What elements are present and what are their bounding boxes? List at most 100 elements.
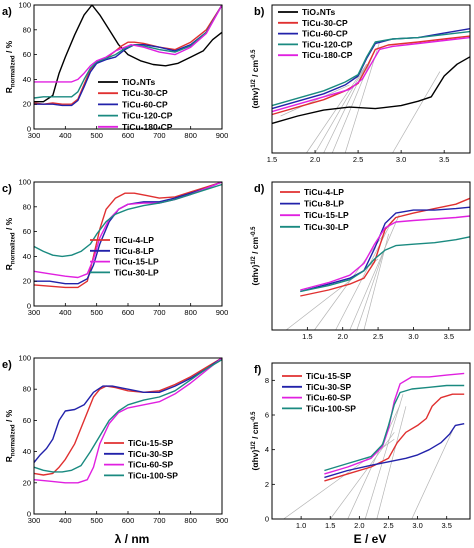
legend-entry: TiCu-120-CP [302, 39, 353, 49]
x-tick-label: 2.0 [310, 155, 320, 164]
legend-entry: TiCu-30-CP [122, 88, 168, 98]
y-tick-label: 6 [265, 411, 269, 420]
y-tick-label: 40 [23, 252, 31, 261]
series-line [271, 56, 471, 125]
y-tick-label: 0 [27, 125, 31, 134]
y-tick-label: 0 [27, 302, 31, 311]
x-tick-label: 900 [216, 131, 229, 140]
x-tick-label: 600 [122, 308, 135, 317]
y-tick-label: 80 [23, 25, 31, 34]
series-line [33, 357, 223, 484]
legend-entry: TiCu-60-SP [306, 393, 352, 403]
x-axis-label-left: λ / nm [115, 532, 150, 546]
series-line [324, 384, 465, 472]
x-tick-label: 300 [28, 131, 41, 140]
series-line [33, 181, 223, 289]
y-tick-label: 60 [23, 50, 31, 59]
legend-entry: TiCu-15-LP [114, 257, 159, 267]
panel-label: c) [2, 183, 12, 195]
legend-entry: TiCu-30-LP [114, 267, 159, 277]
x-tick-label: 700 [153, 308, 166, 317]
x-tick-label: 500 [90, 131, 103, 140]
legend-entry: TiCu-8-LP [304, 199, 344, 209]
panel-d: 1.5 2.0 2.5 3.0 3.5 d) (αhv)1/2 / cm-0.5 TiCu-4… [250, 181, 471, 341]
series-line [324, 393, 465, 482]
y-axis-label: (αhv)1/2 / cm-0.5 [250, 49, 260, 109]
y-tick-label: 0 [27, 510, 31, 519]
x-tick-label: 500 [90, 516, 103, 525]
legend-entry: TiCu-30-LP [304, 222, 349, 232]
series-line [324, 372, 465, 475]
legend-entry: TiCu-15-LP [304, 210, 349, 220]
y-tick-label: 20 [23, 277, 31, 286]
x-tick-label: 800 [184, 131, 197, 140]
panel-label: f) [254, 364, 262, 376]
series-line [34, 4, 223, 107]
x-tick-label: 1.5 [267, 155, 277, 164]
y-tick-label: 100 [18, 178, 31, 187]
x-tick-label: 1.0 [296, 521, 306, 530]
x-tick-label: 400 [59, 131, 72, 140]
legend-entry: TiCu-30-SP [306, 382, 352, 392]
y-tick-label: 4 [265, 445, 269, 454]
series-line [300, 236, 471, 293]
x-tick-label: 2.5 [383, 521, 393, 530]
fit-line [323, 64, 368, 154]
legend-entry: TiO₂NTs [302, 7, 335, 17]
x-tick-label: 3.0 [396, 155, 406, 164]
y-axis-label: (αhv)1/2 / cm-0.5 [250, 226, 260, 286]
fit-line [314, 232, 386, 331]
x-tick-label: 600 [122, 131, 135, 140]
legend-entry: TiCu-180-CP [122, 122, 173, 132]
x-tick-label: 800 [184, 516, 197, 525]
y-tick-label: 40 [23, 447, 31, 456]
x-tick-label: 2.5 [373, 332, 383, 341]
fit-line [335, 220, 393, 331]
fit-line [356, 247, 386, 331]
legend-entry: TiCu-4-LP [304, 187, 344, 197]
legend-entry: TiCu-180-CP [302, 50, 353, 60]
y-tick-label: 2 [265, 480, 269, 489]
series-line [33, 183, 223, 258]
panel-label: b) [254, 6, 265, 18]
y-tick-label: 80 [23, 202, 31, 211]
legend-entry: TiCu-60-SP [128, 460, 174, 470]
y-tick-label: 80 [23, 385, 31, 394]
panel-label: e) [2, 359, 12, 371]
panel-b: 1.5 2.0 2.5 3.0 3.5 b) (αhv)1/2 / cm-0.5 TiO₂NT… [250, 4, 471, 164]
y-tick-label: 0 [265, 515, 269, 524]
fit-line [376, 406, 407, 520]
legend-entry: TiCu-8-LP [114, 246, 154, 256]
y-tick-label: 8 [265, 376, 269, 385]
panel-label: a) [2, 6, 12, 18]
series-line [34, 4, 223, 103]
legend-entry: TiCu-30-SP [128, 449, 174, 459]
y-tick-label: 60 [23, 227, 31, 236]
x-tick-label: 700 [153, 131, 166, 140]
y-tick-label: 60 [23, 416, 31, 425]
legend-entry: TiCu-4-LP [114, 235, 154, 245]
x-tick-label: 900 [216, 516, 229, 525]
series-line [300, 206, 471, 293]
legend-entry: TiCu-15-SP [128, 438, 174, 448]
legend-entry: TiCu-60-CP [122, 99, 168, 109]
legend-entry: TiCu-15-SP [306, 371, 352, 381]
x-tick-label: 3.5 [444, 332, 454, 341]
legend-entry: TiO₂NTs [122, 77, 155, 87]
series-line [33, 357, 223, 476]
x-tick-label: 1.5 [325, 521, 335, 530]
series-line [300, 215, 471, 291]
x-tick-label: 400 [59, 308, 72, 317]
x-tick-label: 700 [153, 516, 166, 525]
series-line [33, 357, 223, 463]
fit-line [392, 71, 441, 154]
y-tick-label: 100 [18, 354, 31, 363]
fit-line [347, 404, 401, 520]
fit-line [331, 49, 376, 154]
x-tick-label: 300 [28, 516, 41, 525]
x-tick-label: 600 [122, 516, 135, 525]
series-line [34, 4, 223, 83]
panel-f: 1.0 1.5 2.0 2.5 3.0 3.5 0 2 4 6 8f) (αhv)1/2 / cm-0… [250, 362, 471, 530]
series-line [33, 4, 223, 99]
plot-frame [271, 4, 471, 154]
